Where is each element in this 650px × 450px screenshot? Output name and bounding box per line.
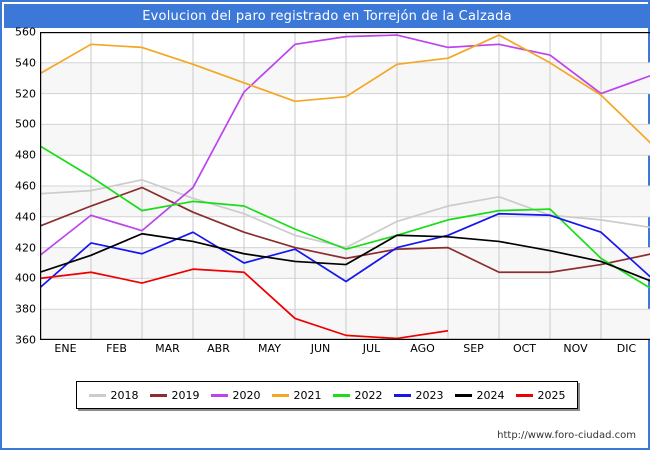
legend-label: 2025 <box>537 388 566 402</box>
legend-swatch-icon <box>149 393 167 397</box>
page-title: Evolucion del paro registrado en Torrejó… <box>142 8 512 24</box>
plot-area <box>40 32 650 340</box>
y-axis-tick-label: 400 <box>15 271 36 285</box>
y-axis-tick-label: 360 <box>15 333 36 347</box>
y-axis-tick-label: 520 <box>15 87 36 101</box>
legend-item-2024[interactable]: 2024 <box>449 389 510 402</box>
x-axis-tick-label: ABR <box>207 342 230 355</box>
legend-label: 2021 <box>293 388 322 402</box>
plot-border <box>40 32 650 340</box>
x-axis-tick-label: MAY <box>258 342 281 355</box>
legend-swatch-icon <box>332 393 350 397</box>
y-axis-tick-label: 420 <box>15 241 36 255</box>
x-axis-tick-label: SEP <box>463 342 484 355</box>
series-line-2019 <box>40 186 650 274</box>
legend-swatch-icon <box>393 393 411 397</box>
legend-label: 2024 <box>476 388 505 402</box>
y-axis-tick-label: 380 <box>15 302 36 316</box>
legend-item-2018[interactable]: 2018 <box>83 389 144 402</box>
x-axis-tick-label: OCT <box>512 342 537 355</box>
y-axis-labels: 360 380 400 420 440 460 480 500 520 540 560 <box>2 26 36 347</box>
y-axis-tick-label: 440 <box>15 210 36 224</box>
legend-item-2019[interactable]: 2019 <box>144 389 205 402</box>
legend-swatch-icon <box>515 393 533 397</box>
series-line-2025 <box>40 268 449 340</box>
series-line-2023 <box>40 212 650 289</box>
y-axis-tick-label: 500 <box>15 117 36 131</box>
x-axis-labels: ENE FEB MAR ABR MAY JUN JUL AGO SEP OCT NOV DIC <box>40 342 650 360</box>
series-line-2024 <box>40 232 650 282</box>
legend-item-2025[interactable]: 2025 <box>510 389 571 402</box>
legend-label: 2020 <box>232 388 261 402</box>
legend-swatch-icon <box>271 393 289 397</box>
window-title-bar: Evolucion del paro registrado en Torrejó… <box>4 4 650 28</box>
x-axis-tick-label: ENE <box>54 342 77 355</box>
x-axis-tick-label: NOV <box>563 342 588 355</box>
series-line-2021 <box>40 34 650 144</box>
legend-item-2020[interactable]: 2020 <box>205 389 266 402</box>
x-axis-tick-label: MAR <box>155 342 180 355</box>
source-url: http://www.foro-ciudad.com <box>497 430 636 441</box>
legend-label: 2022 <box>354 388 383 402</box>
legend-item-2023[interactable]: 2023 <box>388 389 449 402</box>
legend-label: 2018 <box>110 388 139 402</box>
x-axis-tick-label: FEB <box>106 342 127 355</box>
legend-label: 2019 <box>171 388 200 402</box>
y-axis-tick-label: 540 <box>15 56 36 70</box>
chart-band <box>40 124 650 156</box>
y-axis-tick-label: 560 <box>15 25 36 39</box>
chart-legend: 2018 2019 2020 2021 2022 2023 2024 2025 <box>76 381 578 409</box>
series-line-2020 <box>40 34 650 256</box>
x-axis-tick-label: JUN <box>310 342 331 355</box>
legend-label: 2023 <box>415 388 444 402</box>
y-axis-tick-label: 460 <box>15 179 36 193</box>
legend-swatch-icon <box>454 393 472 397</box>
legend-swatch-icon <box>88 393 106 397</box>
x-axis-tick-label: JUL <box>362 342 381 355</box>
x-axis-tick-label: AGO <box>410 342 435 355</box>
legend-item-2022[interactable]: 2022 <box>327 389 388 402</box>
legend-swatch-icon <box>210 393 228 397</box>
legend-item-2021[interactable]: 2021 <box>266 389 327 402</box>
y-axis-tick-label: 480 <box>15 148 36 162</box>
x-axis-tick-label: DIC <box>616 342 637 355</box>
series-line-2022 <box>40 145 650 289</box>
line-chart <box>40 32 650 340</box>
